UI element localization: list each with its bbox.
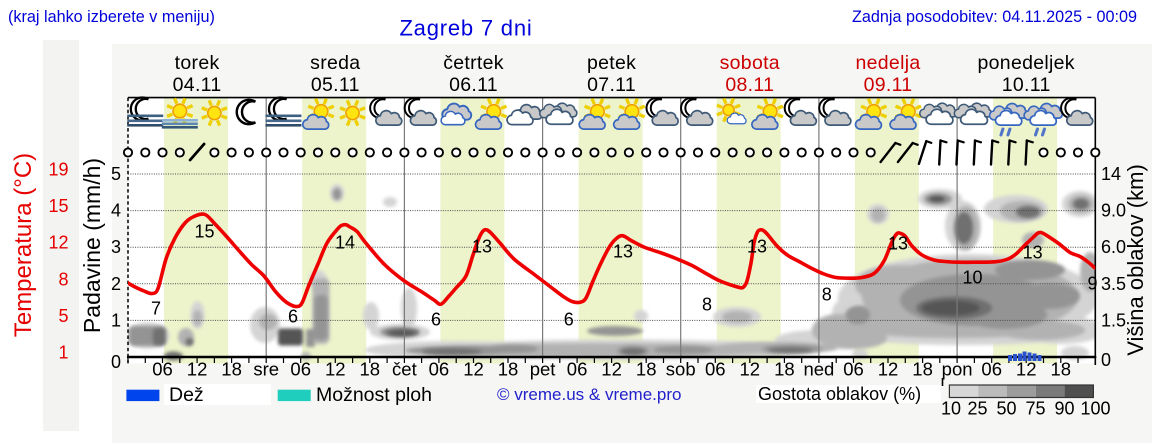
- svg-text:14: 14: [335, 233, 355, 253]
- svg-text:06: 06: [843, 359, 864, 380]
- svg-text:pet: pet: [530, 359, 556, 380]
- svg-text:13: 13: [888, 234, 908, 254]
- svg-text:3.5: 3.5: [1101, 274, 1126, 294]
- svg-text:13: 13: [747, 237, 767, 257]
- svg-text:0: 0: [111, 352, 121, 372]
- svg-text:12: 12: [878, 359, 899, 380]
- svg-text:1.5: 1.5: [1101, 310, 1126, 330]
- svg-text:100: 100: [1080, 399, 1110, 419]
- svg-text:9.0: 9.0: [1101, 201, 1126, 221]
- svg-text:13: 13: [1023, 243, 1043, 263]
- svg-text:Višina oblakov (km): Višina oblakov (km): [1123, 164, 1148, 356]
- svg-text:06: 06: [981, 359, 1002, 380]
- svg-text:10: 10: [962, 268, 982, 288]
- svg-text:04.11: 04.11: [173, 74, 222, 96]
- svg-text:12: 12: [463, 359, 484, 380]
- svg-text:09.11: 09.11: [864, 74, 913, 96]
- svg-text:© vreme.us & vreme.pro: © vreme.us & vreme.pro: [497, 385, 681, 404]
- svg-text:ponedeljek: ponedeljek: [978, 52, 1075, 74]
- svg-text:10: 10: [941, 399, 961, 419]
- svg-text:06: 06: [567, 359, 588, 380]
- svg-text:Dež: Dež: [169, 384, 204, 406]
- svg-text:15: 15: [194, 222, 214, 242]
- svg-text:sre: sre: [253, 359, 279, 380]
- svg-text:18: 18: [636, 359, 657, 380]
- svg-text:18: 18: [912, 359, 933, 380]
- svg-text:06: 06: [429, 359, 450, 380]
- svg-text:sreda: sreda: [310, 52, 360, 74]
- svg-text:5: 5: [111, 164, 121, 184]
- svg-text:06: 06: [290, 359, 311, 380]
- svg-text:18: 18: [221, 359, 242, 380]
- svg-text:25: 25: [967, 399, 987, 419]
- svg-text:torek: torek: [175, 52, 220, 74]
- svg-text:petek: petek: [587, 52, 636, 74]
- svg-text:Padavine (mm/h): Padavine (mm/h): [79, 158, 105, 333]
- svg-text:1: 1: [58, 343, 68, 363]
- svg-text:18: 18: [498, 359, 519, 380]
- svg-text:15: 15: [48, 196, 68, 216]
- svg-text:1: 1: [111, 310, 121, 330]
- svg-text:18: 18: [1051, 359, 1072, 380]
- svg-text:06: 06: [705, 359, 726, 380]
- svg-text:3: 3: [111, 237, 121, 257]
- svg-text:Temperatura (°C): Temperatura (°C): [10, 153, 37, 337]
- svg-text:14: 14: [1101, 164, 1121, 184]
- svg-text:90: 90: [1054, 399, 1074, 419]
- svg-text:07.11: 07.11: [587, 74, 636, 96]
- svg-text:Zagreb 7 dni: Zagreb 7 dni: [399, 16, 532, 41]
- svg-text:19: 19: [48, 160, 68, 180]
- svg-text:9: 9: [1087, 274, 1097, 294]
- svg-text:7: 7: [151, 299, 161, 319]
- svg-text:75: 75: [1025, 399, 1045, 419]
- svg-text:12: 12: [740, 359, 761, 380]
- svg-text:Gostota oblakov (%): Gostota oblakov (%): [758, 384, 921, 404]
- svg-text:12: 12: [601, 359, 622, 380]
- svg-text:13: 13: [472, 237, 492, 257]
- svg-text:čet: čet: [392, 359, 417, 380]
- svg-text:8: 8: [58, 269, 68, 289]
- svg-text:(kraj lahko izberete v meniju): (kraj lahko izberete v meniju): [8, 8, 215, 26]
- svg-text:6: 6: [431, 310, 441, 330]
- svg-text:0: 0: [1101, 350, 1111, 370]
- svg-text:06.11: 06.11: [449, 74, 498, 96]
- svg-text:Možnost ploh: Možnost ploh: [316, 384, 432, 406]
- svg-text:6: 6: [288, 307, 298, 327]
- svg-text:6: 6: [564, 310, 574, 330]
- svg-text:2: 2: [111, 274, 121, 294]
- svg-text:06: 06: [152, 359, 173, 380]
- svg-text:18: 18: [360, 359, 381, 380]
- svg-text:12: 12: [187, 359, 208, 380]
- svg-text:četrtek: četrtek: [443, 52, 504, 74]
- svg-text:13: 13: [613, 242, 633, 262]
- svg-text:pon: pon: [942, 359, 973, 380]
- svg-text:sob: sob: [666, 359, 696, 380]
- svg-text:50: 50: [996, 399, 1016, 419]
- svg-text:ned: ned: [803, 359, 834, 380]
- svg-text:10.11: 10.11: [1002, 74, 1051, 96]
- svg-text:8: 8: [702, 295, 712, 315]
- svg-text:12: 12: [1016, 359, 1037, 380]
- svg-text:6.0: 6.0: [1101, 237, 1126, 257]
- svg-text:12: 12: [48, 233, 68, 253]
- svg-text:nedelja: nedelja: [856, 52, 921, 74]
- svg-text:sobota: sobota: [720, 52, 780, 74]
- svg-text:Zadnja posodobitev: 04.11.2025: Zadnja posodobitev: 04.11.2025 - 00:09: [852, 8, 1137, 26]
- svg-text:4: 4: [111, 201, 121, 221]
- svg-text:08.11: 08.11: [725, 74, 774, 96]
- svg-text:05.11: 05.11: [311, 74, 360, 96]
- svg-text:18: 18: [774, 359, 795, 380]
- svg-text:12: 12: [325, 359, 346, 380]
- svg-text:5: 5: [58, 306, 68, 326]
- svg-text:8: 8: [822, 285, 832, 305]
